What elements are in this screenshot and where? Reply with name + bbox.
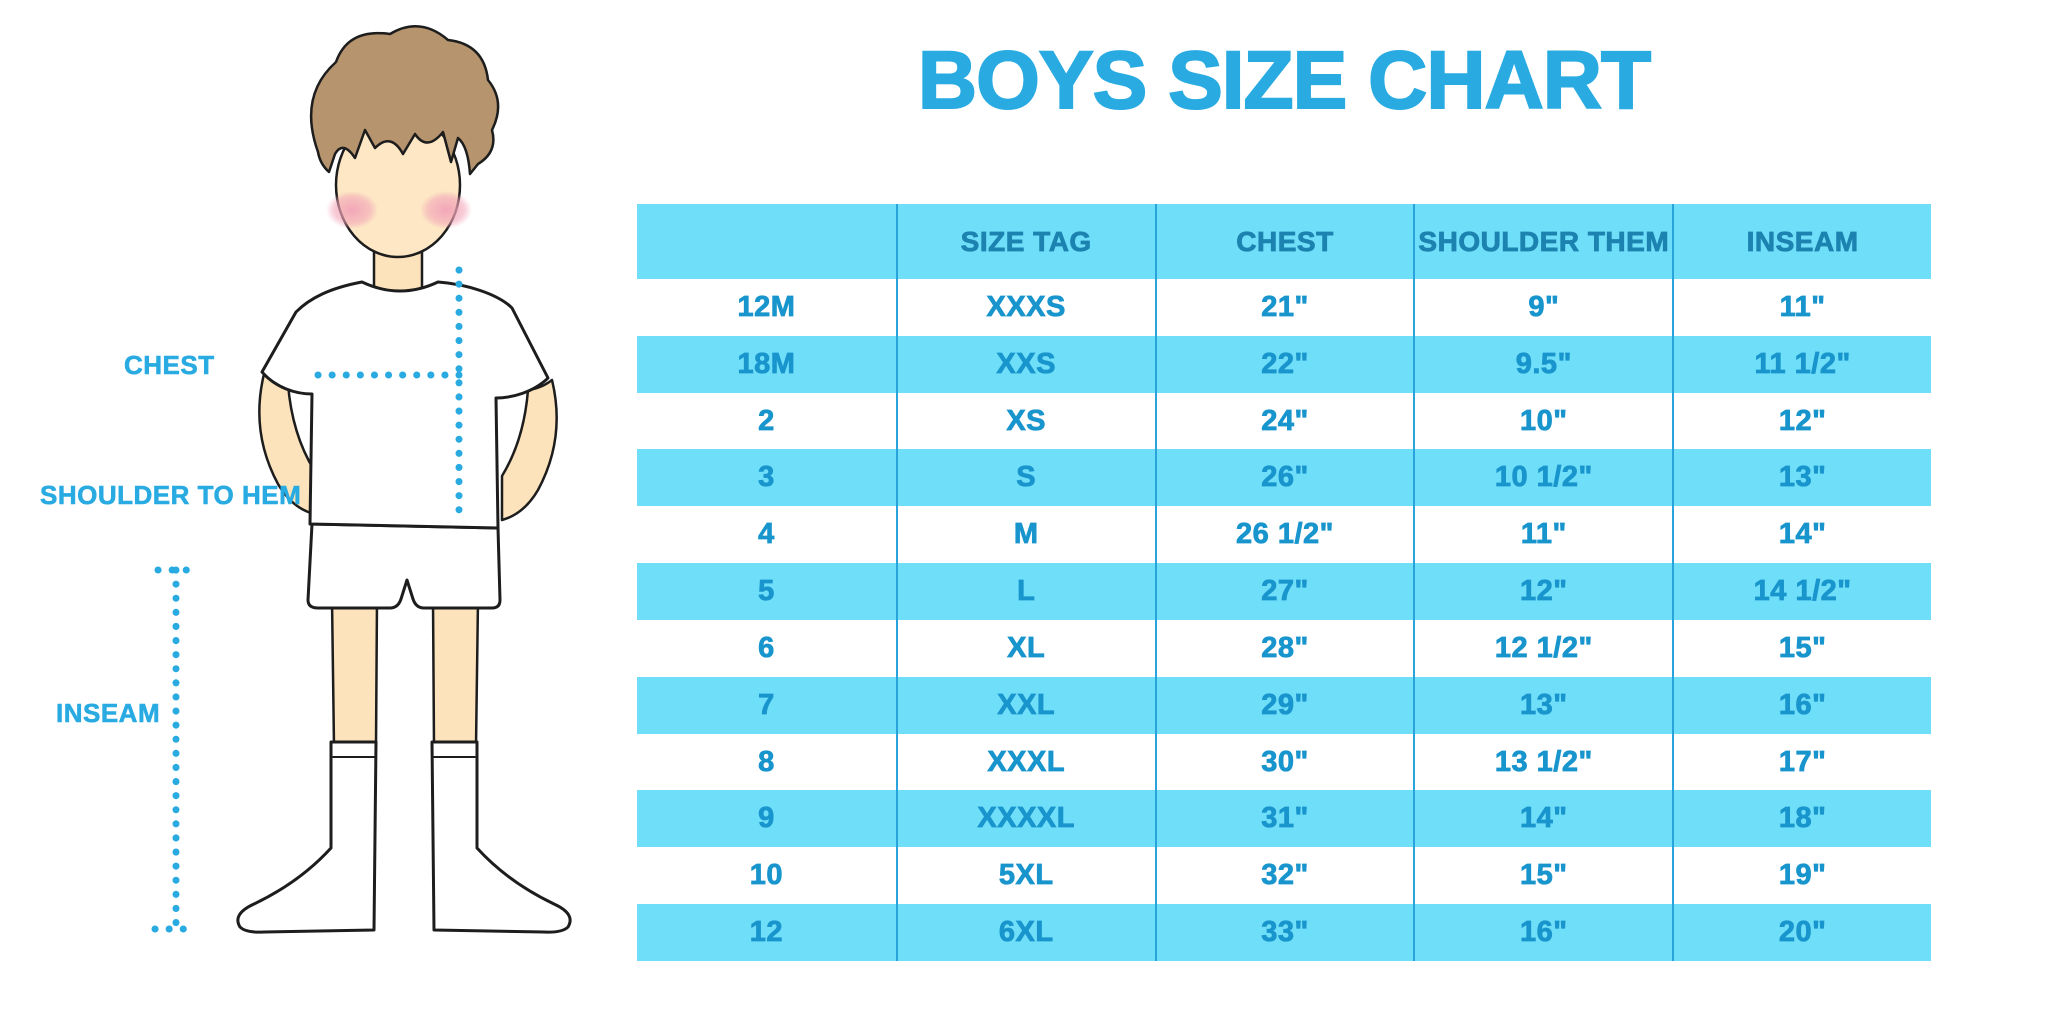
- table-cell: XXXS: [895, 279, 1155, 336]
- header-cell: CHEST: [1154, 204, 1414, 279]
- table-row: 9 XXXXL 31" 14" 18": [637, 790, 1931, 848]
- table-cell: 9: [758, 802, 775, 835]
- boy-leg-right: [431, 598, 480, 748]
- table-cell: S: [895, 449, 1155, 507]
- table-cell: M: [895, 506, 1155, 564]
- table-cell: 5: [758, 575, 775, 608]
- table-cell: 17": [1672, 733, 1931, 791]
- table-cell: 12M: [737, 290, 796, 324]
- table-cell: 26": [1154, 449, 1414, 507]
- table-row: 18M XXS 22" 9.5" 11 1/2": [637, 335, 1931, 393]
- inseam-measure-line: [151, 566, 198, 933]
- boy-arm-right: [500, 378, 558, 522]
- table-cell: 11 1/2": [1672, 335, 1931, 393]
- table-cell: 26 1/2": [1154, 506, 1414, 564]
- boy-shorts: [306, 522, 502, 610]
- table-cell: 22": [1154, 335, 1414, 393]
- table-cell: 28": [1154, 619, 1414, 677]
- table-cell: 14 1/2": [1672, 563, 1931, 620]
- table-cell: 14": [1413, 790, 1672, 848]
- table-cell: 32": [1154, 847, 1414, 905]
- table-cell: 13": [1672, 449, 1931, 507]
- table-row: 2 XS 24" 10" 12": [637, 392, 1931, 450]
- table-cell: 7: [758, 688, 775, 721]
- table-cell: 12: [749, 916, 784, 949]
- table-cell: 11": [1672, 279, 1931, 336]
- table-cell: 2: [758, 404, 775, 437]
- table-cell: 15": [1413, 847, 1672, 905]
- page-title: BOYS SIZE CHART: [917, 34, 1652, 127]
- table-cell: 12 1/2": [1413, 619, 1672, 677]
- table-cell: 31": [1154, 790, 1414, 848]
- table-row: 3 S 26" 10 1/2" 13": [637, 449, 1931, 507]
- table-header-row: SIZE TAG CHEST SHOULDER THEM INSEAM: [637, 204, 1931, 279]
- table-cell: 9": [1413, 279, 1672, 336]
- table-cell: 29": [1154, 676, 1414, 734]
- shoulder-to-hem-label: SHOULDER TO HEM: [40, 480, 302, 511]
- table-cell: 24": [1154, 392, 1414, 450]
- boy-cheek-left: [326, 191, 378, 229]
- table-cell: XS: [895, 392, 1155, 450]
- table-cell: 13": [1413, 676, 1672, 734]
- table-row: 10 5XL 32" 15" 19": [637, 847, 1931, 905]
- table-cell: 9.5": [1413, 335, 1672, 393]
- table-cell: 11": [1413, 506, 1672, 564]
- table-row: 7 XXL 29" 13" 16": [637, 676, 1931, 734]
- table-cell: 18M: [737, 347, 796, 380]
- table-row: 5 L 27" 12" 14 1/2": [637, 563, 1931, 620]
- table-cell: 10": [1413, 392, 1672, 450]
- table-row: 12 6XL 33" 16" 20": [637, 904, 1931, 961]
- table-cell: XXXXL: [895, 790, 1155, 848]
- table-cell: 5XL: [895, 847, 1155, 905]
- table-cell: 10 1/2": [1413, 449, 1672, 507]
- chest-label: CHEST: [124, 350, 215, 381]
- boy-illustration: CHEST SHOULDER TO HEM INSEAM: [0, 0, 620, 1000]
- table-cell: 6XL: [895, 904, 1155, 961]
- table-cell: 13 1/2": [1413, 733, 1672, 791]
- table-cell: 4: [758, 518, 775, 551]
- size-table: SIZE TAG CHEST SHOULDER THEM INSEAM 12M XXXS…: [637, 204, 1931, 961]
- table-cell: 10: [749, 859, 784, 892]
- table-cell: 16": [1672, 676, 1931, 734]
- table-row: 6 XL 28" 12 1/2" 15": [637, 619, 1931, 677]
- table-row: 4 M 26 1/2" 11" 14": [637, 506, 1931, 564]
- table-row: 8 XXXL 30" 13 1/2" 17": [637, 733, 1931, 791]
- boy-hair: [309, 25, 500, 176]
- table-row: 12M XXXS 21" 9" 11": [637, 279, 1931, 336]
- boy-figure-svg: [151, 25, 572, 934]
- table-cell: 12": [1672, 392, 1931, 450]
- table-cell: 21": [1154, 279, 1414, 336]
- boy-leg-left: [330, 598, 379, 748]
- header-cell: SHOULDER THEM: [1413, 204, 1672, 279]
- table-cell: 3: [758, 461, 775, 494]
- table-cell: 16": [1413, 904, 1672, 961]
- header-cell: [637, 204, 896, 279]
- table-cell: 14": [1672, 506, 1931, 564]
- inseam-label: INSEAM: [56, 698, 161, 729]
- table-cell: 18": [1672, 790, 1931, 848]
- table-cell: 27": [1154, 563, 1414, 620]
- table-cell: XXXL: [895, 733, 1155, 791]
- boy-shirt: [260, 280, 550, 530]
- table-cell: 19": [1672, 847, 1931, 905]
- table-cell: 6: [758, 631, 775, 664]
- header-cell: INSEAM: [1672, 204, 1931, 279]
- boy-cheek-right: [420, 191, 472, 229]
- boy-sock-left: [236, 740, 378, 934]
- table-cell: 30": [1154, 733, 1414, 791]
- table-cell: XXS: [895, 335, 1155, 393]
- table-cell: L: [895, 563, 1155, 620]
- table-cell: 20": [1672, 904, 1931, 961]
- table-cell: 12": [1413, 563, 1672, 620]
- boy-sock-right: [430, 740, 572, 934]
- table-cell: 8: [758, 745, 775, 778]
- table-cell: 15": [1672, 619, 1931, 677]
- header-cell: SIZE TAG: [895, 204, 1155, 279]
- table-cell: XXL: [895, 676, 1155, 734]
- table-cell: 33": [1154, 904, 1414, 961]
- table-cell: XL: [895, 619, 1155, 677]
